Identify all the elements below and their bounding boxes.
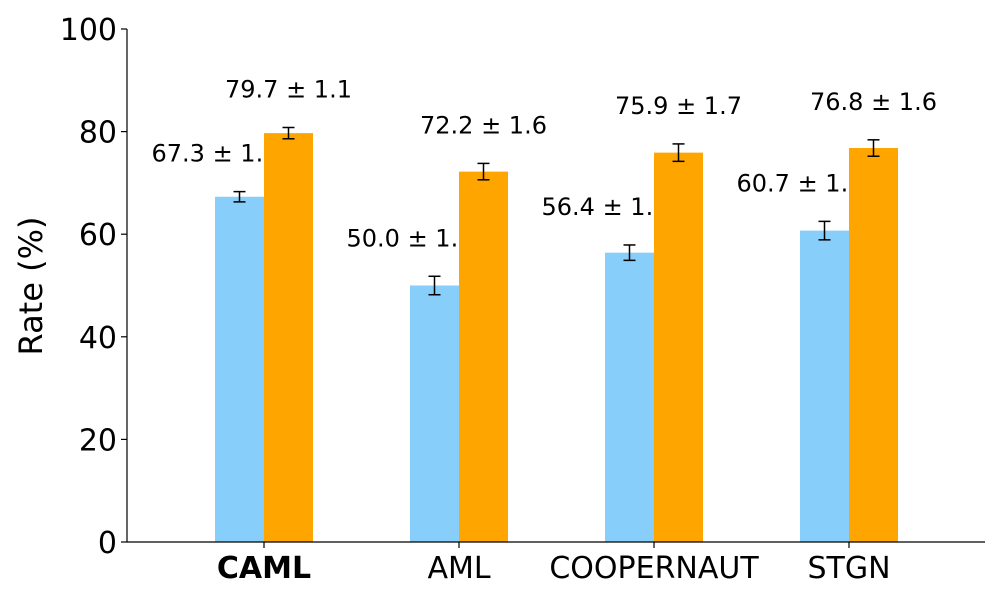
data-label: 79.7 ± 1.1 <box>225 75 352 103</box>
y-tick-label: 100 <box>60 13 117 48</box>
bar-series1-aml <box>410 285 459 542</box>
y-tick-label: 80 <box>79 116 117 151</box>
data-label: 75.9 ± 1.7 <box>615 92 742 120</box>
y-tick-label: 40 <box>79 321 117 356</box>
data-label: 72.2 ± 1.6 <box>420 111 547 139</box>
bar-series1-stgn <box>800 230 849 542</box>
data-label: 76.8 ± 1.6 <box>810 88 937 116</box>
y-tick-label: 20 <box>79 423 117 458</box>
y-axis-title: Rate (%) <box>12 217 50 356</box>
bar-series2-caml <box>264 133 313 543</box>
x-tick-label: AML <box>427 551 490 586</box>
y-tick-label: 60 <box>79 218 117 253</box>
plot-area: 67.3 ± 1.0 50.0 ± 1.8 56.4 ± 1.5 60.7 ± 1.8… <box>60 13 985 586</box>
x-tick-label: STGN <box>807 551 890 586</box>
bar-series2-coopernaut <box>654 152 703 542</box>
data-label: 50.0 ± 1.8 <box>347 224 474 252</box>
bar-series2-stgn <box>849 148 898 543</box>
y-tick-label: 0 <box>98 526 117 561</box>
data-label: 56.4 ± 1.5 <box>542 193 669 221</box>
x-tick-label: CAML <box>217 551 311 586</box>
bar-series2-aml <box>459 171 508 542</box>
data-label: 67.3 ± 1.0 <box>152 140 279 168</box>
data-label: 60.7 ± 1.8 <box>737 169 864 197</box>
x-tick-label: COOPERNAUT <box>549 551 759 586</box>
bar-series1-coopernaut <box>605 252 654 542</box>
bar-series1-caml <box>215 196 264 542</box>
